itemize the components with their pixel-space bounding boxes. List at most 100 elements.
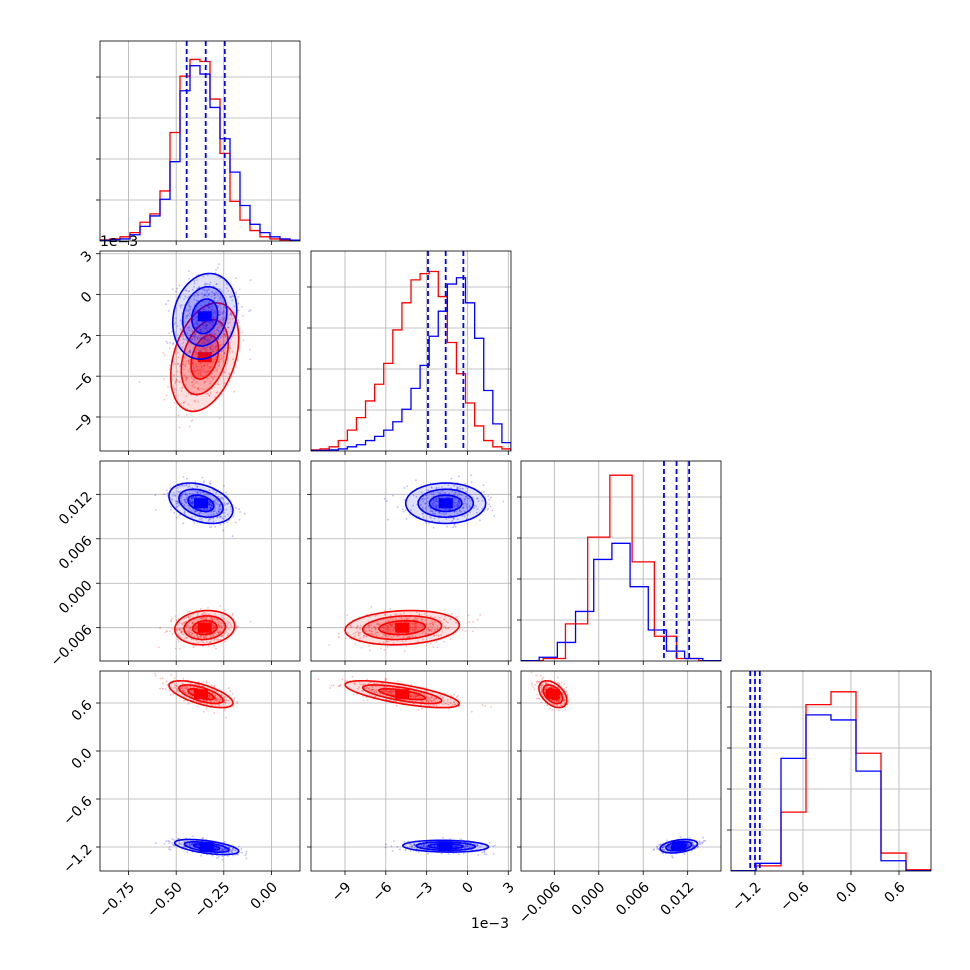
scatter-point-blue — [188, 507, 191, 509]
scatter-point-blue — [221, 297, 224, 300]
scatter-point-blue — [422, 843, 425, 846]
scatter-point-red — [221, 626, 223, 629]
scatter-point-red — [189, 694, 192, 697]
scatter-point-red — [213, 330, 216, 333]
scatter-point-blue — [483, 853, 486, 856]
scatter-point-blue — [166, 342, 169, 345]
scatter-point-red — [374, 627, 377, 630]
scatter-point-blue — [423, 844, 426, 846]
scatter-point-blue — [219, 311, 222, 314]
scatter-point-blue — [193, 311, 196, 314]
scatter-point-red — [337, 685, 340, 687]
scatter-point-blue — [431, 503, 434, 506]
scatter-point-red — [349, 626, 352, 628]
scatter-point-red — [187, 615, 190, 617]
scatter-point-red — [178, 621, 181, 624]
scatter-point-red — [426, 699, 429, 702]
scatter-point-blue — [229, 506, 232, 508]
scatter-point-red — [415, 625, 418, 628]
scatter-point-blue — [198, 308, 201, 311]
scatter-point-red — [199, 370, 202, 373]
scatter-point-blue — [466, 845, 469, 848]
scatter-point-blue — [238, 508, 240, 511]
scatter-point-red — [413, 622, 416, 625]
scatter-point-red — [365, 630, 367, 632]
scatter-point-red — [566, 693, 569, 695]
scatter-point-blue — [432, 491, 435, 494]
scatter-point-blue — [464, 482, 467, 485]
scatter-point-red — [217, 639, 220, 641]
scatter-point-blue — [432, 495, 435, 498]
scatter-point-red — [217, 383, 220, 386]
scatter-point-blue — [202, 308, 205, 310]
scatter-point-blue — [230, 508, 233, 511]
scatter-point-red — [202, 368, 205, 370]
scatter-point-blue — [433, 501, 436, 503]
scatter-point-blue — [196, 326, 199, 329]
scatter-point-blue — [198, 337, 201, 339]
scatter-point-blue — [211, 305, 214, 308]
scatter-point-blue — [188, 335, 191, 337]
density-peak-red — [197, 622, 212, 633]
scatter-point-red — [468, 621, 471, 624]
scatter-point-red — [186, 685, 189, 688]
scatter-point-blue — [202, 308, 205, 311]
scatter-point-blue — [454, 501, 456, 504]
scatter-point-red — [223, 333, 226, 336]
scatter-point-blue — [399, 848, 401, 851]
scatter-point-red — [200, 374, 202, 377]
scatter-point-red — [191, 381, 194, 384]
scatter-point-blue — [433, 517, 436, 520]
scatter-point-red — [202, 339, 205, 342]
scatter-point-red — [208, 367, 211, 369]
scatter-point-blue — [215, 283, 218, 286]
scatter-point-blue — [454, 845, 456, 848]
scatter-point-red — [376, 631, 379, 634]
scatter-point-red — [435, 704, 438, 707]
scatter-point-red — [191, 622, 194, 625]
scatter-point-red — [384, 679, 387, 682]
scatter-point-red — [202, 347, 205, 350]
scatter-point-red — [175, 379, 178, 381]
scatter-point-blue — [178, 284, 181, 287]
scatter-point-blue — [165, 303, 167, 306]
scatter-point-blue — [177, 490, 180, 493]
scatter-point-blue — [206, 329, 209, 332]
scatter-point-red — [197, 388, 200, 391]
scatter-point-blue — [223, 848, 226, 850]
scatter-point-blue — [215, 491, 218, 494]
scatter-point-red — [415, 625, 417, 627]
scatter-point-red — [212, 348, 214, 350]
scatter-point-blue — [190, 843, 193, 846]
scatter-point-blue — [488, 498, 490, 501]
scatter-point-blue — [189, 305, 192, 308]
scatter-point-red — [375, 614, 377, 617]
scatter-point-blue — [195, 299, 198, 302]
scatter-point-red — [339, 684, 341, 687]
scatter-point-blue — [185, 493, 188, 496]
scatter-point-red — [212, 624, 214, 627]
scatter-point-red — [209, 337, 211, 340]
scatter-point-red — [197, 388, 200, 391]
scatter-point-blue — [464, 502, 466, 505]
scatter-point-blue — [221, 848, 224, 851]
scatter-point-red — [351, 675, 354, 678]
hist-panel-3 — [731, 671, 931, 871]
scatter-point-blue — [171, 842, 173, 844]
scatter-point-red — [138, 381, 141, 384]
scatter-point-red — [444, 627, 447, 629]
scatter-point-red — [182, 691, 185, 693]
scatter-point-blue — [434, 500, 437, 503]
scatter-point-red — [200, 618, 203, 620]
scatter-point-blue — [183, 499, 186, 501]
scatter-point-red — [213, 685, 216, 688]
scatter-point-red — [372, 633, 374, 636]
scatter-point-blue — [232, 847, 235, 850]
scatter-point-blue — [185, 502, 188, 504]
scatter-point-red — [451, 703, 454, 706]
scatter-point-blue — [233, 305, 236, 308]
scatter-point-red — [395, 618, 397, 621]
scatter-point-blue — [183, 510, 186, 513]
scatter-point-blue — [187, 320, 190, 323]
scatter-point-red — [392, 629, 395, 631]
